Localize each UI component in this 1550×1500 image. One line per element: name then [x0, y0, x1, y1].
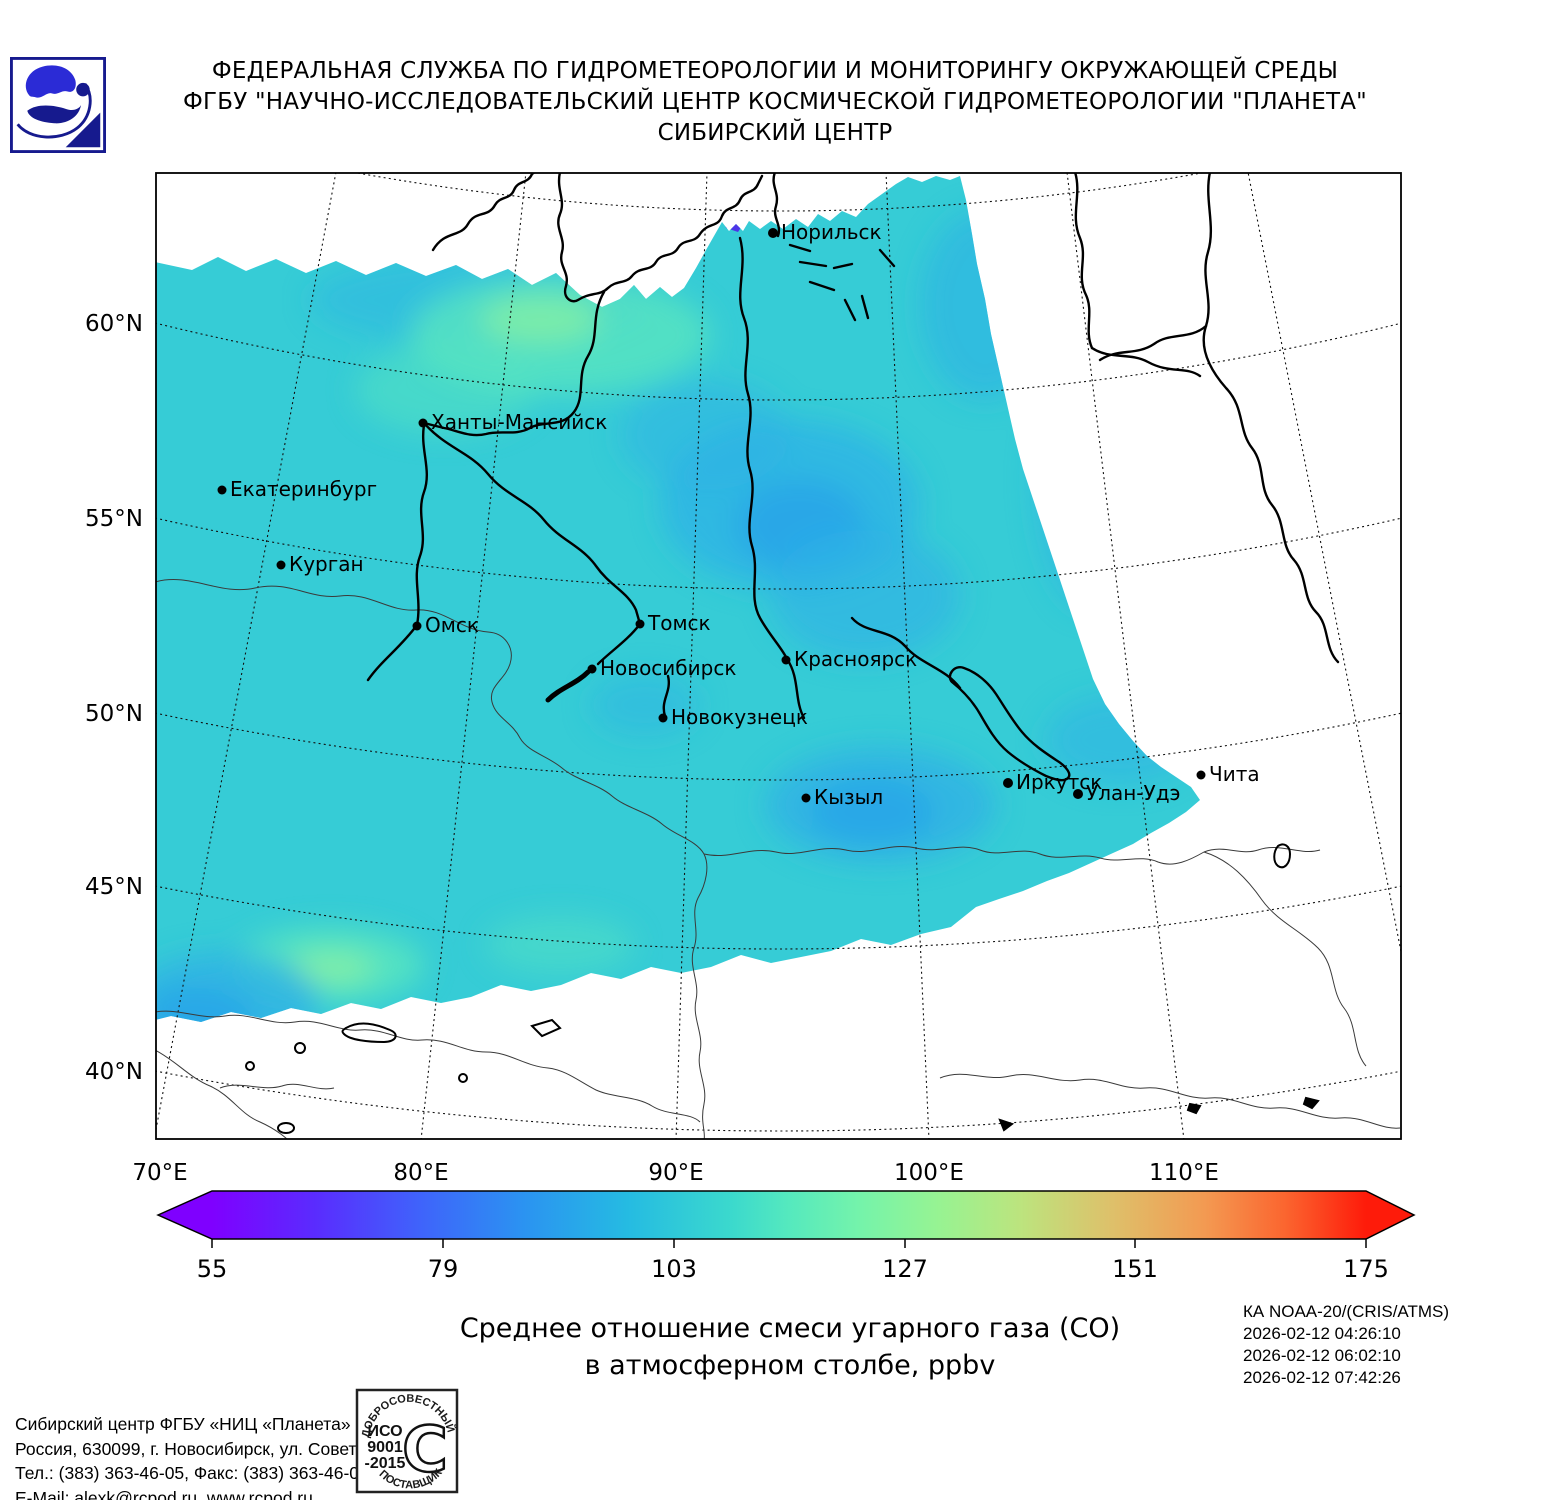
footer-line: E-Mail: alexk@rcpod.ru, www.rcpod.ru: [15, 1487, 313, 1500]
city-label: Красноярск: [794, 647, 917, 671]
city-dot: [217, 485, 227, 495]
city-label: Курган: [289, 552, 364, 576]
colorbar-tick-label: 55: [197, 1255, 228, 1283]
iso-badge-line1: ИСО: [367, 1423, 402, 1440]
city-dot: [276, 560, 286, 570]
footer-contact: Сибирский центр ФГБУ «НИЦ «Планета» Росс…: [15, 1412, 422, 1500]
city-dot: [587, 664, 597, 674]
city-dot: [412, 621, 422, 631]
lake-baikal-outline: [948, 666, 1071, 782]
city-dots: [217, 228, 1206, 803]
cities: Норильск Ханты-Мансийск Екатеринбург Кур…: [217, 220, 1260, 809]
header-line-3: СИБИРСКИЙ ЦЕНТР: [657, 120, 893, 146]
lon-tick-label: 90°E: [648, 1160, 703, 1186]
lat-tick-label: 55°N: [85, 506, 143, 532]
country-borders: [156, 579, 1401, 1139]
co-data-overlay: [156, 176, 1200, 1022]
colorbar-tickmarks: [211, 1239, 1367, 1248]
satellite-time: 2026-02-12 06:02:10: [1243, 1346, 1401, 1365]
city-labels: Норильск Ханты-Мансийск Екатеринбург Кур…: [230, 220, 1260, 809]
lat-tick-label: 40°N: [85, 1059, 143, 1085]
colorbar-tick-label: 79: [428, 1255, 459, 1283]
satellite-time: 2026-02-12 07:42:26: [1243, 1368, 1401, 1387]
city-dot: [1073, 789, 1083, 799]
lat-tick-label: 45°N: [85, 874, 143, 900]
footer-line: Сибирский центр ФГБУ «НИЦ «Планета»: [15, 1414, 351, 1434]
planeta-logo-icon: [10, 57, 106, 157]
map-caption: Среднее отношение смеси угарного газа (C…: [0, 1310, 1550, 1384]
iso-badge-line2: 9001: [367, 1439, 403, 1456]
colorbar-tick-label: 175: [1343, 1255, 1389, 1283]
colorbar-tick-label: 127: [882, 1255, 928, 1283]
satellite-info: КА NOAA-20/(CRIS/ATMS) 2026-02-12 04:26:…: [1243, 1301, 1449, 1389]
city-label: Томск: [647, 611, 711, 635]
city-label: Екатеринбург: [230, 477, 377, 501]
city-dot: [658, 713, 668, 723]
city-dot: [1196, 770, 1206, 780]
lon-tick-label: 100°E: [894, 1160, 964, 1186]
footer-line: Тел.: (383) 363-46-05, Факс: (383) 363-4…: [15, 1463, 369, 1483]
city-label: Омск: [425, 613, 479, 637]
lon-tick-label: 80°E: [393, 1160, 448, 1186]
colorbar-tick-labels: 55 79 103 127 151 175: [197, 1255, 1389, 1283]
lon-tick-label: 110°E: [1149, 1160, 1219, 1186]
coastlines-rivers: [245, 173, 1340, 1134]
footer-line: Россия, 630099, г. Новосибирск, ул. Сове…: [15, 1438, 422, 1459]
satellite-platform: КА NOAA-20/(CRIS/ATMS): [1243, 1302, 1450, 1321]
city-dot: [768, 228, 778, 238]
header-line-2: ФГБУ "НАУЧНО-ИССЛЕДОВАТЕЛЬСКИЙ ЦЕНТР КОС…: [183, 89, 1367, 115]
colorbar-tick-label: 103: [651, 1255, 697, 1283]
caption-line-2: в атмосферном столбе, ppbv: [584, 1350, 996, 1381]
city-dot: [1003, 778, 1013, 788]
city-label: Новосибирск: [600, 656, 736, 680]
lat-axis: 60°N 55°N 50°N 45°N 40°N: [85, 311, 143, 1085]
city-label: Новокузнецк: [671, 705, 808, 729]
satellite-time: 2026-02-12 04:26:10: [1243, 1324, 1401, 1343]
lon-axis: 70°E 80°E 90°E 100°E 110°E: [132, 1160, 1219, 1186]
colorbar: 55 79 103 127 151 175: [156, 1190, 1416, 1283]
city-label: Кызыл: [814, 785, 883, 809]
iso-9001-badge-icon: ДОБРОСОВЕСТНЫЙ ИСО 9001 -2015 С ПОСТАВЩИ…: [355, 1388, 459, 1498]
iso-badge-letter: С: [402, 1413, 448, 1486]
header-line-1: ФЕДЕРАЛЬНАЯ СЛУЖБА ПО ГИДРОМЕТЕОРОЛОГИИ …: [211, 58, 1339, 84]
city-label: Чита: [1209, 762, 1260, 786]
colorbar-tick-label: 151: [1112, 1255, 1158, 1283]
city-dot: [418, 418, 428, 428]
map-frame: [155, 172, 1402, 1140]
city-dot: [635, 619, 645, 629]
iso-badge-line3: -2015: [365, 1455, 406, 1472]
lat-tick-label: 50°N: [85, 701, 143, 727]
colorbar-gradient: [156, 1190, 1416, 1240]
lat-tick-label: 60°N: [85, 311, 143, 337]
header-title: ФЕДЕРАЛЬНАЯ СЛУЖБА ПО ГИДРОМЕТЕОРОЛОГИИ …: [0, 56, 1550, 149]
city-label: Ханты-Мансийск: [431, 410, 607, 434]
graticule: [156, 173, 1401, 1139]
caption-line-1: Среднее отношение смеси угарного газа (C…: [459, 1313, 1121, 1344]
city-label: Улан-Удэ: [1086, 781, 1181, 805]
city-label: Иркутск: [1016, 770, 1102, 794]
city-dot: [801, 793, 811, 803]
lon-tick-label: 70°E: [132, 1160, 187, 1186]
city-label: Норильск: [781, 220, 882, 244]
city-dot: [781, 655, 791, 665]
